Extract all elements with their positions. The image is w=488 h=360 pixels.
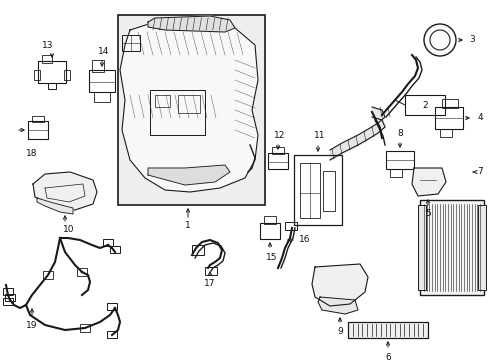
Bar <box>204 267 217 275</box>
Polygon shape <box>311 264 367 306</box>
Text: 8: 8 <box>396 130 402 139</box>
Bar <box>441 99 457 108</box>
Bar <box>38 61 66 83</box>
Bar <box>118 15 264 205</box>
Bar <box>477 205 485 290</box>
Text: 11: 11 <box>314 131 325 140</box>
Bar <box>293 155 341 225</box>
Bar <box>434 107 462 129</box>
Text: 18: 18 <box>26 149 38 158</box>
Bar <box>404 95 444 115</box>
Polygon shape <box>33 172 97 210</box>
Text: 2: 2 <box>421 100 427 109</box>
Bar <box>80 324 90 332</box>
Bar <box>347 322 427 338</box>
Bar <box>192 245 203 255</box>
Bar <box>3 288 13 295</box>
Bar <box>32 116 44 122</box>
Bar <box>389 169 401 177</box>
Bar <box>103 239 113 246</box>
Text: 12: 12 <box>274 130 285 139</box>
Text: 6: 6 <box>385 352 390 360</box>
Bar <box>299 163 319 218</box>
Bar <box>323 171 334 211</box>
Polygon shape <box>37 198 73 214</box>
Bar <box>260 223 280 239</box>
Text: 19: 19 <box>26 321 38 330</box>
Text: 7: 7 <box>476 167 482 176</box>
Bar <box>107 303 117 310</box>
Bar <box>43 271 53 279</box>
Text: 4: 4 <box>476 113 482 122</box>
Bar <box>42 55 52 63</box>
Bar <box>178 95 200 113</box>
Polygon shape <box>148 16 235 32</box>
Text: 16: 16 <box>299 235 310 244</box>
Polygon shape <box>411 168 445 196</box>
Text: 15: 15 <box>265 252 277 261</box>
Polygon shape <box>317 297 357 314</box>
Bar <box>419 200 483 295</box>
Bar <box>285 222 296 230</box>
Bar <box>34 70 40 80</box>
Text: 13: 13 <box>42 40 54 49</box>
Text: 1: 1 <box>185 221 190 230</box>
Bar <box>107 331 117 338</box>
Bar <box>122 35 140 51</box>
Bar <box>94 92 110 102</box>
Text: 17: 17 <box>204 279 215 288</box>
Bar <box>28 121 48 139</box>
Bar <box>64 70 70 80</box>
Bar <box>267 153 287 169</box>
Text: 9: 9 <box>336 328 342 337</box>
Bar <box>89 70 115 92</box>
Bar <box>110 246 120 253</box>
Polygon shape <box>120 20 258 192</box>
Bar <box>385 151 413 169</box>
Bar <box>271 147 284 154</box>
Text: 10: 10 <box>63 225 75 234</box>
Bar <box>77 268 87 276</box>
Bar <box>155 95 170 107</box>
Bar <box>3 298 13 305</box>
Bar <box>5 294 15 301</box>
Text: 14: 14 <box>98 48 109 57</box>
Bar <box>264 216 275 224</box>
Text: 5: 5 <box>424 210 430 219</box>
Polygon shape <box>148 165 229 185</box>
Bar <box>150 90 204 135</box>
Bar <box>92 60 104 72</box>
Bar <box>439 129 451 137</box>
Text: 3: 3 <box>468 36 474 45</box>
Bar <box>417 205 425 290</box>
